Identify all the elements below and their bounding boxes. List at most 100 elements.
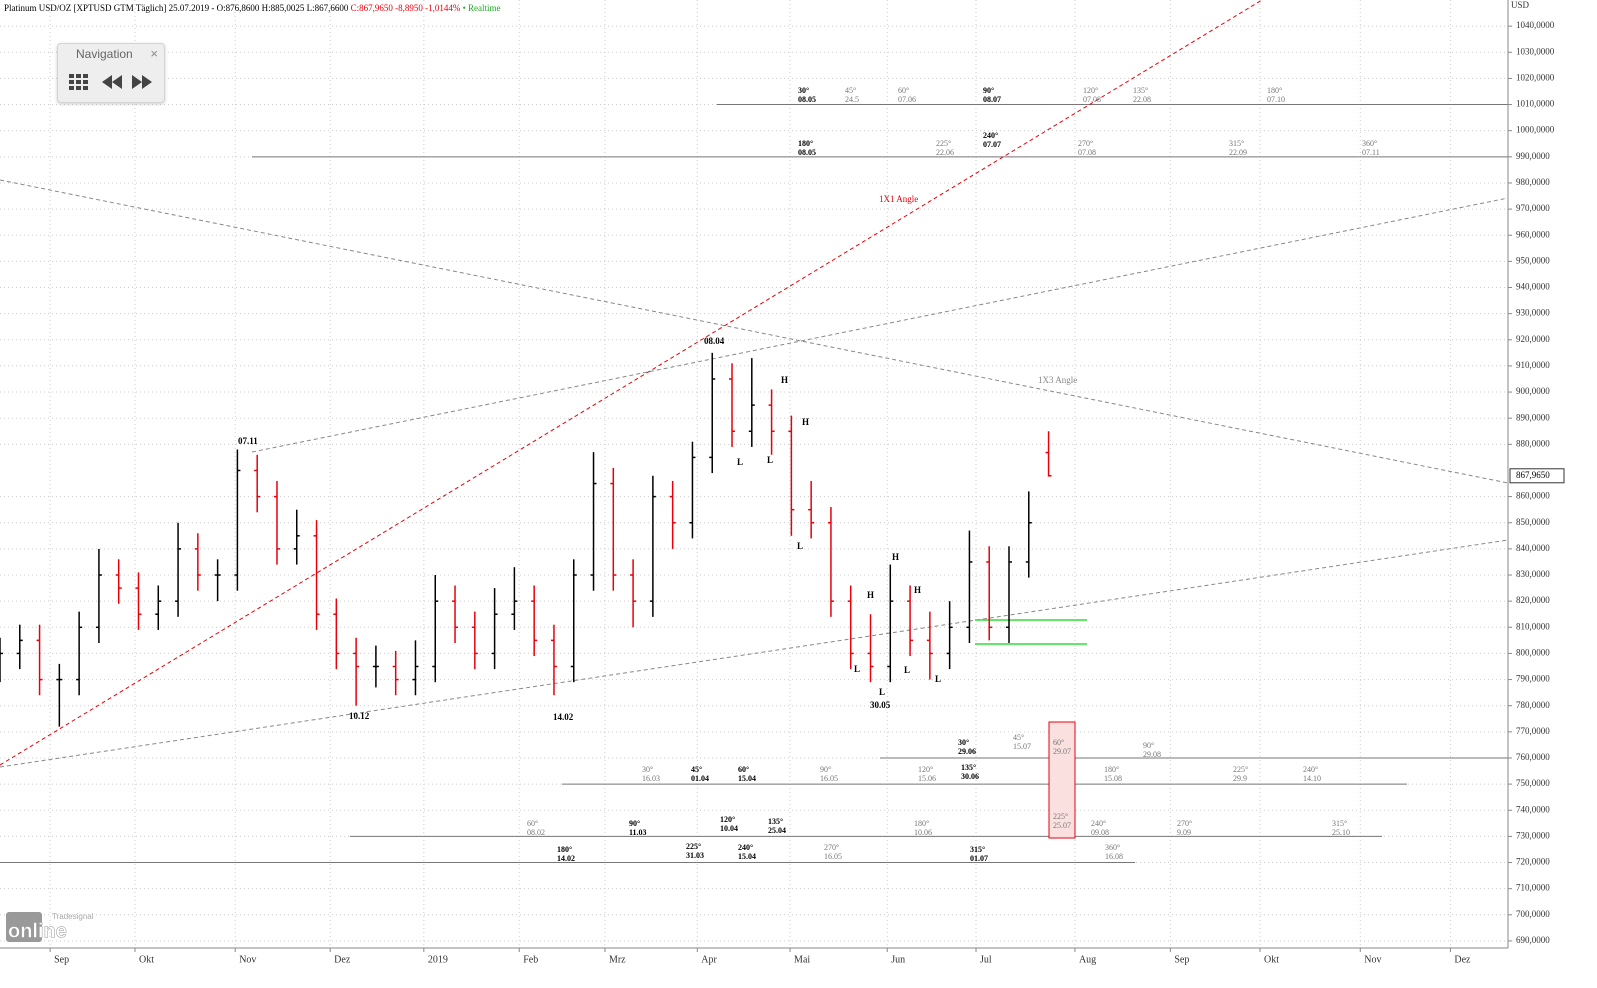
gann-date: 14.02 <box>557 854 575 863</box>
pivot-label: 14.02 <box>553 712 574 722</box>
y-tick-label: 700,0000 <box>1516 909 1550 919</box>
nav-icons <box>69 74 152 90</box>
gann-date: 15.04 <box>738 852 756 861</box>
gann-angle: 180° <box>798 139 813 148</box>
gann-angle: 240° <box>738 843 753 852</box>
grid-icon[interactable] <box>69 74 88 90</box>
gann-date: 31.03 <box>686 851 704 860</box>
gann-date: 10.04 <box>720 824 738 833</box>
close-button[interactable]: × <box>150 46 158 61</box>
gann-angle: 60° <box>898 86 909 95</box>
gann-date: 22.06 <box>936 148 954 157</box>
x-tick-label: Okt <box>1264 954 1279 965</box>
trend-line <box>251 197 1509 453</box>
gann-angle: 135° <box>1133 86 1148 95</box>
y-tick-label: 1010,0000 <box>1516 99 1555 109</box>
gann-angle: 120° <box>1083 86 1098 95</box>
gann-date: 15.04 <box>738 774 756 783</box>
gann-date: 07.08 <box>1083 95 1101 104</box>
watermark-box <box>6 912 42 942</box>
gann-angle: 315° <box>970 845 985 854</box>
gann-angle: 180° <box>1104 765 1119 774</box>
x-tick-label: Okt <box>139 954 154 965</box>
gann-date: 16.03 <box>642 774 660 783</box>
hl-label: L <box>879 687 885 697</box>
gann-date: 07.07 <box>983 140 1001 149</box>
y-tick-label: 830,0000 <box>1516 569 1550 579</box>
watermark-brand: Tradesignal <box>52 912 94 921</box>
y-tick-label: 750,0000 <box>1516 778 1550 788</box>
gann-date: 22.09 <box>1229 148 1247 157</box>
y-tick-label: 800,0000 <box>1516 647 1550 657</box>
gann-angle: 240° <box>1091 819 1106 828</box>
gann-angle: 270° <box>1177 819 1192 828</box>
gann-date: 01.04 <box>691 774 709 783</box>
gann-date: 08.02 <box>527 828 545 837</box>
x-tick-label: Feb <box>523 954 538 965</box>
gann-date: 07.08 <box>1078 148 1096 157</box>
pivot-label: 08.04 <box>704 336 725 346</box>
y-tick-label: 780,0000 <box>1516 700 1550 710</box>
gann-date: 09.08 <box>1091 828 1109 837</box>
gann-angle: 60° <box>1053 738 1064 747</box>
last-price-box <box>1509 468 1565 484</box>
instrument: Platinum USD/OZ [XPTUSD GTM Täglich] 25.… <box>4 3 349 13</box>
navigation-title: Navigation <box>76 47 133 61</box>
y-tick-label: 940,0000 <box>1516 282 1550 292</box>
last-price-label: 867,9650 <box>1516 470 1550 480</box>
rewind-button[interactable] <box>102 75 122 89</box>
pivot-label: 07.11 <box>238 436 258 446</box>
x-tick-label: Dez <box>1454 954 1471 965</box>
trend-line <box>0 179 1509 484</box>
x-tick-label: Mrz <box>609 954 626 965</box>
gann-angle: 240° <box>1303 765 1318 774</box>
x-tick-label: Jun <box>891 954 905 965</box>
hl-label: H <box>892 552 899 562</box>
x-tick-label: Mai <box>794 954 810 965</box>
header: Platinum USD/OZ [XPTUSD GTM Täglich] 25.… <box>4 3 500 13</box>
marks <box>0 352 1052 727</box>
gann-date: 14.10 <box>1303 774 1321 783</box>
y-tick-label: 980,0000 <box>1516 177 1550 187</box>
y-tick-label: 730,0000 <box>1516 830 1550 840</box>
gann-angle: 315° <box>1332 819 1347 828</box>
y-tick-label: 990,0000 <box>1516 151 1550 161</box>
y-tick-label: 1000,0000 <box>1516 125 1555 135</box>
x-tick-label: Jul <box>980 954 992 965</box>
gann-angle: 30° <box>642 765 653 774</box>
gann-angle: 240° <box>983 131 998 140</box>
y-tick-label: 690,0000 <box>1516 935 1550 945</box>
y-tick-label: 890,0000 <box>1516 412 1550 422</box>
gann-date: 25.10 <box>1332 828 1350 837</box>
y-tick-label: 1020,0000 <box>1516 72 1555 82</box>
y-tick-label: 850,0000 <box>1516 517 1550 527</box>
trend-line <box>0 0 1263 766</box>
navigation-panel: Navigation × <box>57 43 165 103</box>
pivot-label: 10.12 <box>349 711 370 721</box>
y-tick-label: 910,0000 <box>1516 360 1550 370</box>
y-tick-label: 840,0000 <box>1516 543 1550 553</box>
y-tick-label: 820,0000 <box>1516 595 1550 605</box>
angle-label: 1X1 Angle <box>879 194 918 204</box>
gann-date: 10.06 <box>914 828 932 837</box>
change: C:867,9650 -8,8950 -1,0144% <box>350 3 461 13</box>
hl-label: H <box>802 417 809 427</box>
gann-angle: 30° <box>958 738 969 747</box>
gann-date: 25.07 <box>1053 821 1071 830</box>
gann-date: 15.06 <box>918 774 936 783</box>
trend-line <box>0 539 1509 768</box>
y-tick-label: 810,0000 <box>1516 621 1550 631</box>
y-tick-label: 880,0000 <box>1516 438 1550 448</box>
gann-date: 11.03 <box>629 828 647 837</box>
y-tick-label: 790,0000 <box>1516 674 1550 684</box>
gann-angle: 225° <box>1053 812 1068 821</box>
hl-label: H <box>781 375 788 385</box>
forward-button[interactable] <box>132 75 152 89</box>
y-tick-label: 930,0000 <box>1516 308 1550 318</box>
y-tick-label: 740,0000 <box>1516 804 1550 814</box>
gann-date: 29.9 <box>1233 774 1247 783</box>
pivot-label: 30.05 <box>870 700 891 710</box>
gann-date: 08.05 <box>798 148 816 157</box>
